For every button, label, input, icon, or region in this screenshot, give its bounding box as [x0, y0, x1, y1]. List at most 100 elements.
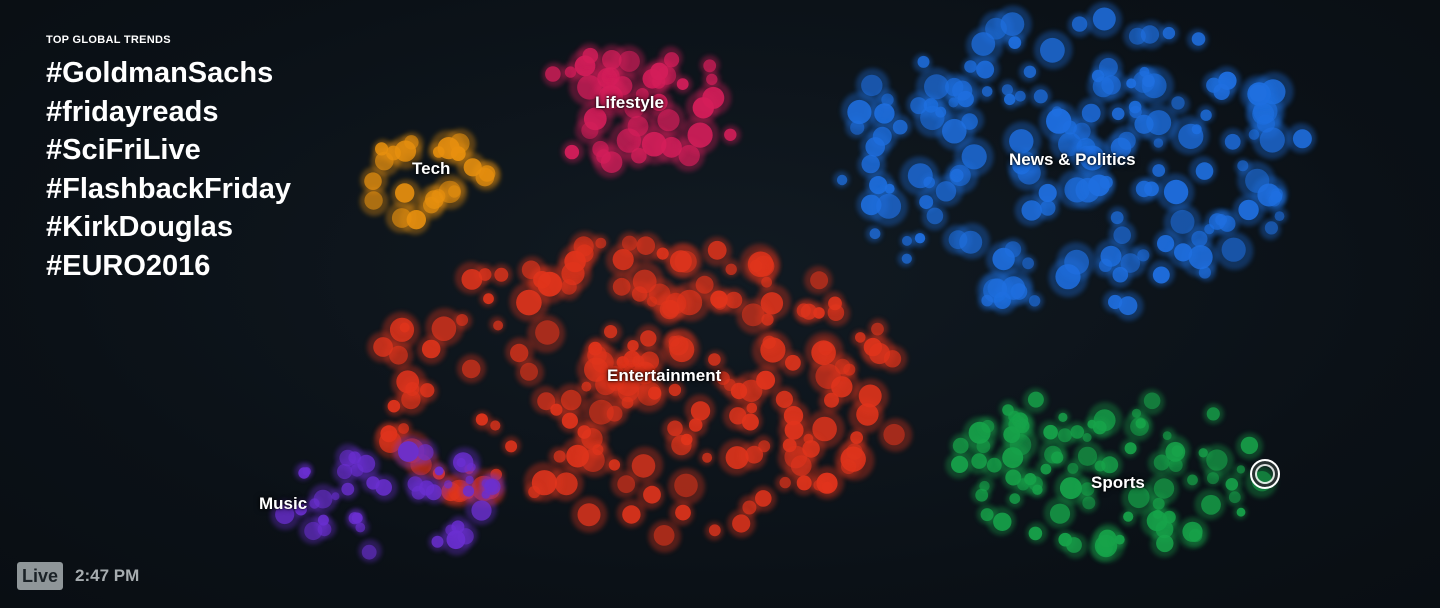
topic-blob[interactable]	[502, 436, 521, 456]
topic-blob[interactable]	[479, 290, 497, 307]
topic-blob[interactable]	[623, 337, 641, 355]
topic-blob[interactable]	[971, 55, 1000, 84]
topic-blob[interactable]	[1039, 102, 1079, 142]
topic-blob[interactable]	[795, 298, 821, 325]
topic-blob[interactable]	[635, 344, 666, 375]
topic-blob[interactable]	[459, 482, 478, 500]
topic-blob[interactable]	[616, 498, 646, 528]
topic-blob[interactable]	[792, 472, 816, 496]
topic-blob[interactable]	[1245, 80, 1273, 108]
topic-blob[interactable]	[1002, 121, 1042, 160]
topic-blob[interactable]	[371, 147, 400, 177]
topic-blob[interactable]	[561, 140, 584, 164]
topic-blob[interactable]	[669, 501, 694, 526]
topic-blob[interactable]	[702, 236, 732, 267]
topic-blob[interactable]	[1056, 242, 1096, 281]
topic-blob[interactable]	[490, 263, 513, 286]
topic-blob[interactable]	[719, 376, 739, 396]
topic-blob[interactable]	[868, 318, 889, 339]
topic-blob[interactable]	[1120, 510, 1137, 526]
topic-blob[interactable]	[804, 266, 833, 295]
topic-blob[interactable]	[527, 314, 566, 353]
topic-blob[interactable]	[705, 350, 726, 371]
topic-blob[interactable]	[702, 70, 721, 88]
topic-blob[interactable]	[1001, 465, 1027, 491]
topic-blob[interactable]	[1111, 533, 1128, 549]
trend-item[interactable]: #FlashbackFriday	[46, 172, 291, 205]
topic-blob[interactable]	[1121, 481, 1156, 516]
cluster-music[interactable]	[270, 435, 506, 563]
topic-blob[interactable]	[706, 286, 734, 314]
topic-blob[interactable]	[685, 90, 720, 124]
topic-blob[interactable]	[479, 472, 506, 499]
topic-blob[interactable]	[367, 331, 398, 363]
topic-blob[interactable]	[1151, 135, 1167, 151]
topic-blob[interactable]	[359, 187, 389, 216]
topic-blob[interactable]	[1108, 221, 1137, 249]
topic-blob[interactable]	[626, 261, 664, 299]
topic-blob[interactable]	[448, 447, 481, 480]
topic-blob[interactable]	[913, 53, 932, 73]
topic-blob[interactable]	[1054, 424, 1076, 447]
topic-blob[interactable]	[758, 332, 780, 354]
topic-blob[interactable]	[1189, 156, 1217, 184]
topic-blob[interactable]	[1150, 530, 1179, 558]
topic-blob[interactable]	[860, 131, 891, 162]
topic-blob[interactable]	[738, 441, 767, 470]
topic-blob[interactable]	[1251, 119, 1292, 160]
topic-blob[interactable]	[571, 496, 608, 533]
topic-blob[interactable]	[457, 152, 486, 181]
topic-blob[interactable]	[736, 298, 772, 335]
cluster-lifestyle[interactable]	[542, 43, 741, 179]
topic-blob[interactable]	[524, 482, 544, 501]
topic-blob[interactable]	[1233, 464, 1247, 478]
topic-blob[interactable]	[994, 5, 1032, 43]
topic-blob[interactable]	[542, 62, 567, 87]
topic-blob[interactable]	[953, 223, 990, 259]
topic-blob[interactable]	[531, 385, 560, 415]
topic-blob[interactable]	[445, 180, 465, 201]
topic-blob[interactable]	[1070, 140, 1101, 172]
topic-blob[interactable]	[1148, 159, 1169, 180]
topic-blob[interactable]	[977, 416, 998, 437]
topic-blob[interactable]	[645, 58, 674, 87]
topic-blob[interactable]	[818, 389, 843, 414]
topic-blob[interactable]	[1130, 177, 1156, 203]
topic-blob[interactable]	[1139, 69, 1160, 90]
topic-blob[interactable]	[1129, 407, 1145, 422]
topic-blob[interactable]	[454, 261, 488, 295]
topic-blob[interactable]	[1168, 93, 1190, 115]
topic-blob[interactable]	[1236, 432, 1263, 460]
topic-blob[interactable]	[1108, 102, 1128, 123]
topic-blob[interactable]	[1116, 246, 1147, 278]
topic-blob[interactable]	[358, 539, 382, 563]
topic-blob[interactable]	[1203, 403, 1224, 425]
cluster-label-entertainment[interactable]: Entertainment	[607, 366, 722, 385]
topic-blob[interactable]	[313, 512, 331, 530]
topic-blob[interactable]	[735, 407, 763, 435]
cluster-news[interactable]	[833, 1, 1317, 321]
topic-blob[interactable]	[1197, 105, 1215, 123]
topic-blob[interactable]	[721, 125, 741, 145]
topic-blob[interactable]	[625, 144, 651, 169]
topic-blob[interactable]	[385, 201, 417, 233]
topic-blob[interactable]	[440, 477, 455, 491]
topic-blob[interactable]	[1272, 207, 1288, 224]
topic-blob[interactable]	[665, 380, 686, 401]
topic-blob[interactable]	[632, 232, 662, 262]
cluster-label-music[interactable]: Music	[259, 494, 308, 513]
topic-blob[interactable]	[986, 241, 1022, 277]
topic-blob[interactable]	[1136, 20, 1166, 50]
live-button[interactable]: Live	[17, 562, 64, 590]
topic-blob[interactable]	[1017, 254, 1037, 274]
topic-blob[interactable]	[1085, 1, 1122, 38]
topic-blob[interactable]	[679, 115, 720, 155]
topic-blob[interactable]	[727, 509, 756, 538]
topic-blob[interactable]	[840, 439, 867, 466]
topic-blob[interactable]	[1212, 209, 1231, 228]
topic-blob[interactable]	[862, 335, 896, 369]
topic-blob[interactable]	[338, 479, 359, 500]
trend-item[interactable]: #KirkDouglas	[46, 211, 233, 243]
topic-blob[interactable]	[996, 441, 1030, 475]
